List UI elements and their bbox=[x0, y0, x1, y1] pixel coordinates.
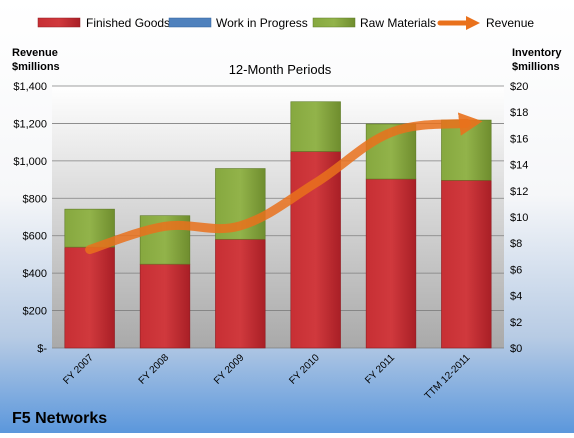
legend-label: Raw Materials bbox=[360, 16, 436, 30]
legend-label: Finished Goods bbox=[86, 16, 170, 30]
left-tick-label: $200 bbox=[23, 306, 47, 318]
bar-raw-materials bbox=[291, 102, 341, 152]
left-axis-title-line1: Revenue bbox=[12, 47, 58, 59]
right-tick-label: $20 bbox=[510, 81, 528, 93]
work-in-progress-swatch-icon bbox=[169, 18, 211, 27]
bar-finished-goods bbox=[366, 179, 416, 348]
left-tick-label: $1,000 bbox=[13, 156, 47, 168]
legend-label: Work in Progress bbox=[216, 16, 308, 30]
left-tick-label: $- bbox=[37, 343, 47, 355]
right-tick-label: $0 bbox=[510, 343, 522, 355]
right-tick-label: $16 bbox=[510, 133, 528, 145]
right-axis-title-line2: $millions bbox=[512, 61, 560, 73]
right-tick-label: $4 bbox=[510, 291, 522, 303]
right-tick-label: $14 bbox=[510, 160, 528, 172]
bar-finished-goods bbox=[65, 247, 115, 348]
right-tick-label: $12 bbox=[510, 186, 528, 198]
left-tick-label: $400 bbox=[23, 268, 47, 280]
finished-goods-swatch-icon bbox=[38, 18, 80, 27]
left-tick-label: $1,400 bbox=[13, 81, 47, 93]
company-name: F5 Networks bbox=[12, 410, 107, 427]
bar-raw-materials bbox=[441, 120, 491, 180]
bar-finished-goods bbox=[215, 239, 265, 348]
right-axis-title-line1: Inventory bbox=[512, 47, 562, 59]
left-tick-label: $800 bbox=[23, 193, 47, 205]
right-tick-label: $10 bbox=[510, 212, 528, 224]
right-tick-label: $6 bbox=[510, 264, 522, 276]
bar-finished-goods bbox=[140, 264, 190, 348]
chart-title: 12-Month Periods bbox=[229, 62, 332, 77]
right-tick-label: $2 bbox=[510, 317, 522, 329]
left-tick-label: $1,200 bbox=[13, 118, 47, 130]
right-tick-label: $18 bbox=[510, 107, 528, 119]
left-tick-label: $600 bbox=[23, 231, 47, 243]
left-axis-title-line2: $millions bbox=[12, 61, 60, 73]
raw-materials-swatch-icon bbox=[313, 18, 355, 27]
right-tick-label: $8 bbox=[510, 238, 522, 250]
legend-label: Revenue bbox=[486, 16, 534, 30]
bar-finished-goods bbox=[441, 180, 491, 348]
